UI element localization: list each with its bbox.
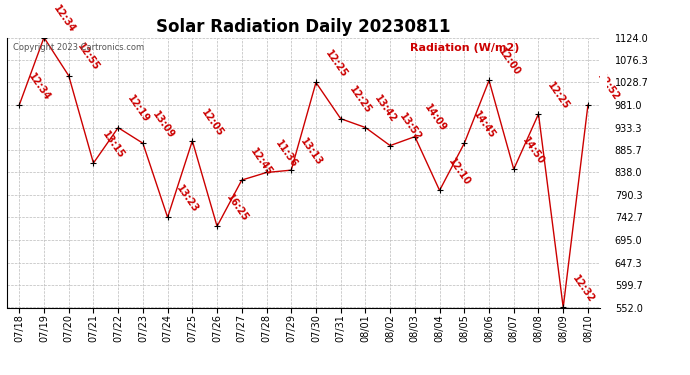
Text: 12:45: 12:45 <box>248 146 275 177</box>
Text: 12:34: 12:34 <box>51 4 77 35</box>
Text: 12:05: 12:05 <box>199 107 225 138</box>
Text: 12:25: 12:25 <box>323 49 349 80</box>
Text: 13:09: 13:09 <box>150 110 176 141</box>
Text: 13:15: 13:15 <box>100 129 126 160</box>
Text: 11:36: 11:36 <box>273 139 299 170</box>
Text: 13:23: 13:23 <box>175 183 201 214</box>
Text: 16:25: 16:25 <box>224 192 250 224</box>
Text: 12:10: 12:10 <box>446 156 473 188</box>
Text: 13:42: 13:42 <box>373 94 398 125</box>
Text: 12:52: 12:52 <box>595 71 621 102</box>
Text: Copyright 2023 Cartronics.com: Copyright 2023 Cartronics.com <box>13 43 144 52</box>
Text: 12:00: 12:00 <box>496 46 522 78</box>
Text: Radiation (W/m2): Radiation (W/m2) <box>411 43 520 53</box>
Text: 14:45: 14:45 <box>471 110 497 141</box>
Text: 14:09: 14:09 <box>422 103 448 134</box>
Text: 13:52: 13:52 <box>397 112 423 143</box>
Text: 13:13: 13:13 <box>298 136 324 167</box>
Text: 12:34: 12:34 <box>26 71 52 102</box>
Text: 12:19: 12:19 <box>125 94 151 125</box>
Text: 12:55: 12:55 <box>76 42 101 73</box>
Text: 12:32: 12:32 <box>570 274 596 305</box>
Title: Solar Radiation Daily 20230811: Solar Radiation Daily 20230811 <box>157 18 451 36</box>
Text: 12:25: 12:25 <box>348 85 373 116</box>
Text: 12:25: 12:25 <box>545 80 571 111</box>
Text: 14:50: 14:50 <box>521 135 546 166</box>
